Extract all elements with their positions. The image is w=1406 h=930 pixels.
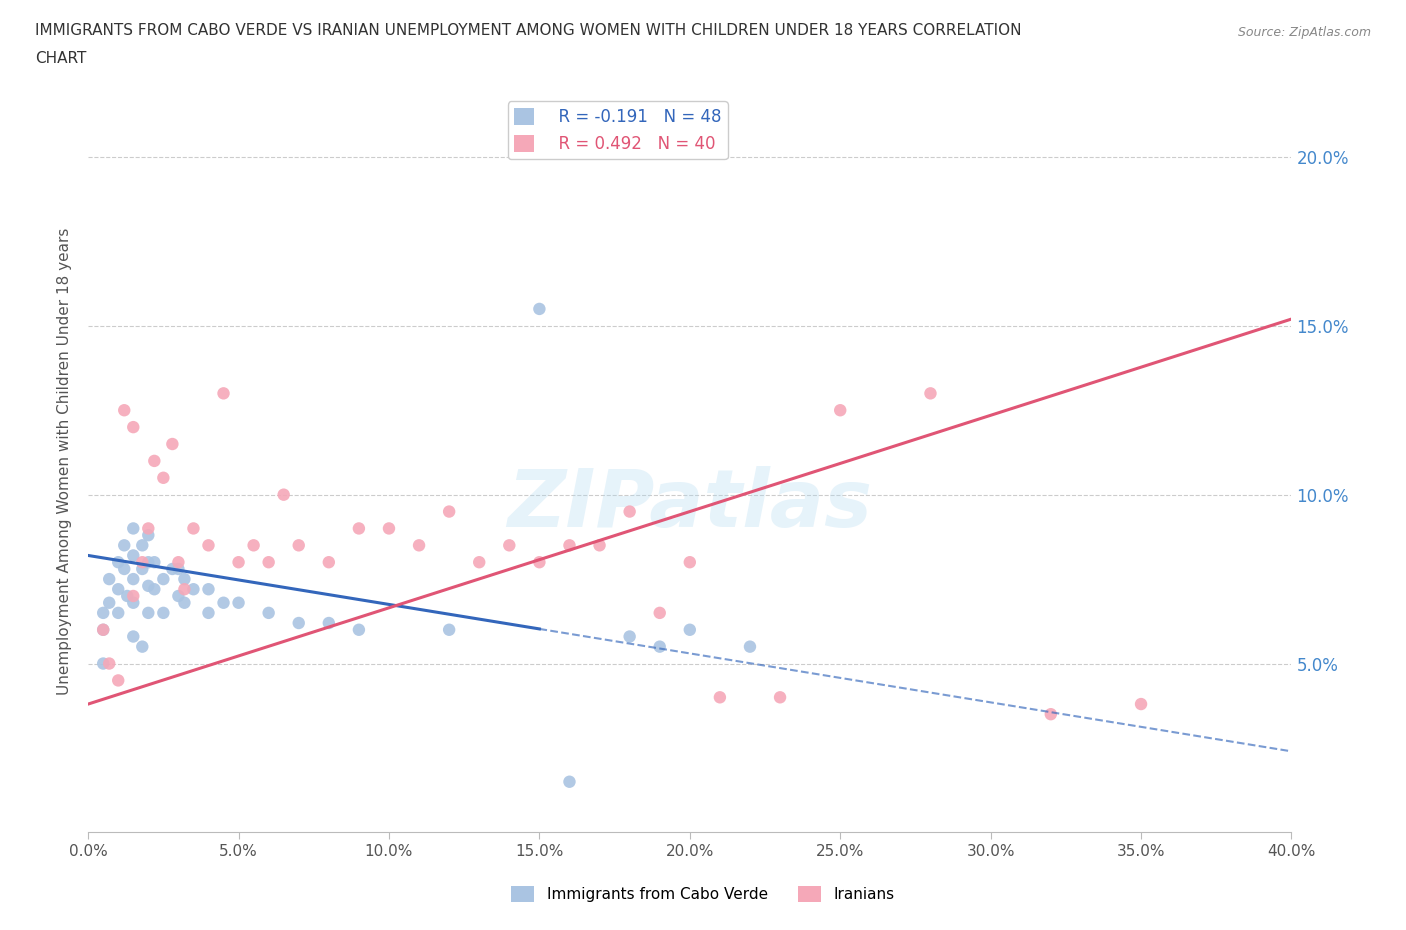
Point — [212, 595, 235, 610]
Point — [167, 562, 190, 577]
Point — [558, 538, 581, 552]
Point — [131, 639, 153, 654]
Point — [498, 538, 520, 552]
Point — [107, 673, 129, 688]
Point — [830, 403, 852, 418]
Point — [152, 572, 174, 587]
Point — [122, 419, 145, 434]
Point — [738, 639, 761, 654]
Point — [136, 578, 159, 593]
Legend:   R = -0.191   N = 48,   R = 0.492   N = 40: R = -0.191 N = 48, R = 0.492 N = 40 — [508, 101, 728, 159]
Point — [152, 471, 174, 485]
Point — [122, 629, 145, 644]
Point — [136, 521, 159, 536]
Point — [197, 605, 219, 620]
Point — [91, 622, 114, 637]
Point — [112, 403, 135, 418]
Point — [143, 454, 166, 469]
Point — [318, 616, 340, 631]
Point — [117, 589, 139, 604]
Point — [183, 521, 205, 536]
Point — [769, 690, 792, 705]
Point — [91, 622, 114, 637]
Point — [122, 589, 145, 604]
Point — [1039, 707, 1062, 722]
Legend: Immigrants from Cabo Verde, Iranians: Immigrants from Cabo Verde, Iranians — [505, 880, 901, 909]
Point — [143, 582, 166, 597]
Point — [228, 555, 250, 570]
Point — [318, 555, 340, 570]
Point — [619, 504, 641, 519]
Point — [173, 582, 195, 597]
Point — [588, 538, 610, 552]
Point — [131, 555, 153, 570]
Point — [212, 386, 235, 401]
Point — [529, 301, 551, 316]
Point — [107, 555, 129, 570]
Point — [468, 555, 491, 570]
Text: Source: ZipAtlas.com: Source: ZipAtlas.com — [1237, 26, 1371, 39]
Text: IMMIGRANTS FROM CABO VERDE VS IRANIAN UNEMPLOYMENT AMONG WOMEN WITH CHILDREN UND: IMMIGRANTS FROM CABO VERDE VS IRANIAN UN… — [35, 23, 1022, 38]
Point — [183, 582, 205, 597]
Point — [347, 521, 370, 536]
Point — [920, 386, 942, 401]
Point — [112, 562, 135, 577]
Point — [273, 487, 295, 502]
Point — [122, 521, 145, 536]
Point — [98, 572, 121, 587]
Point — [228, 595, 250, 610]
Point — [679, 622, 702, 637]
Point — [131, 562, 153, 577]
Point — [98, 595, 121, 610]
Text: ZIPatlas: ZIPatlas — [508, 467, 872, 544]
Point — [197, 582, 219, 597]
Point — [619, 629, 641, 644]
Point — [558, 775, 581, 790]
Point — [167, 589, 190, 604]
Y-axis label: Unemployment Among Women with Children Under 18 years: Unemployment Among Women with Children U… — [58, 227, 72, 695]
Point — [1130, 697, 1153, 711]
Point — [98, 656, 121, 671]
Point — [242, 538, 264, 552]
Point — [347, 622, 370, 637]
Point — [107, 582, 129, 597]
Point — [162, 562, 184, 577]
Point — [648, 639, 671, 654]
Point — [167, 555, 190, 570]
Text: CHART: CHART — [35, 51, 87, 66]
Point — [136, 527, 159, 542]
Point — [136, 555, 159, 570]
Point — [173, 572, 195, 587]
Point — [679, 555, 702, 570]
Point — [122, 572, 145, 587]
Point — [91, 605, 114, 620]
Point — [162, 436, 184, 451]
Point — [91, 656, 114, 671]
Point — [112, 538, 135, 552]
Point — [107, 605, 129, 620]
Point — [529, 555, 551, 570]
Point — [709, 690, 731, 705]
Point — [648, 605, 671, 620]
Point — [152, 605, 174, 620]
Point — [257, 555, 280, 570]
Point — [287, 616, 309, 631]
Point — [408, 538, 430, 552]
Point — [378, 521, 401, 536]
Point — [122, 548, 145, 563]
Point — [136, 605, 159, 620]
Point — [437, 622, 460, 637]
Point — [131, 538, 153, 552]
Point — [197, 538, 219, 552]
Point — [437, 504, 460, 519]
Point — [122, 595, 145, 610]
Point — [143, 555, 166, 570]
Point — [287, 538, 309, 552]
Point — [257, 605, 280, 620]
Point — [173, 595, 195, 610]
